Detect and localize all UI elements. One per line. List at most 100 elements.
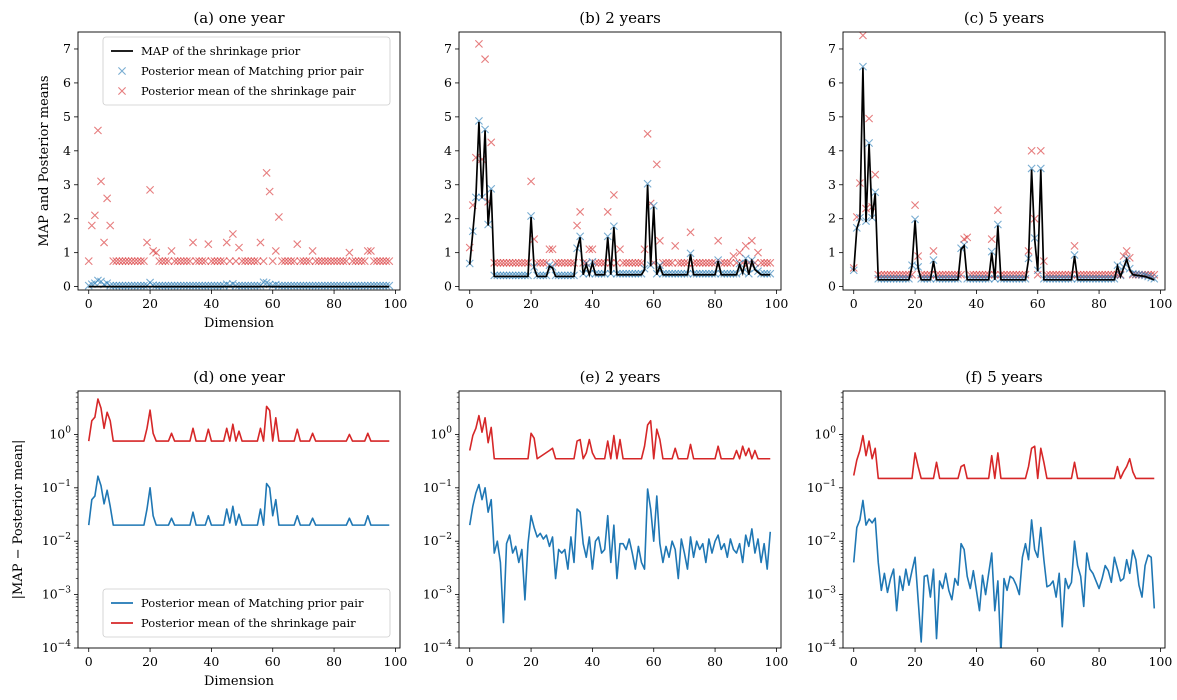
matching-prior-marker: [554, 271, 563, 280]
matching-prior-marker: [563, 271, 572, 280]
x-tick-label: 60: [1030, 654, 1046, 669]
y-tick-label: 10−1: [42, 479, 71, 495]
y-tick-base: 10: [49, 426, 65, 441]
plot-data: [84, 126, 394, 290]
shrinkage-pair-marker: [250, 257, 259, 266]
shrinkage-pair-marker: [311, 257, 320, 266]
shrinkage-pair-marker: [143, 238, 151, 247]
shrinkage-pair-marker: [342, 257, 351, 266]
shrinkage-pair-marker: [692, 258, 701, 267]
shrinkage-pair-marker: [247, 257, 256, 266]
x-tick-label: 20: [907, 654, 923, 669]
y-tick-label: 3: [63, 177, 71, 192]
x-tick-label: 40: [584, 654, 600, 669]
matching-prior-marker: [625, 269, 634, 278]
y-tick-label: 1: [444, 245, 452, 260]
shrinkage-pair-marker: [262, 168, 271, 177]
matching-prior-marker: [1150, 274, 1159, 283]
shrinkage-pair-marker: [763, 258, 772, 267]
matching-prior-marker: [1052, 274, 1061, 283]
y-tick-exponent: −4: [439, 639, 453, 649]
matching-prior-marker: [502, 271, 511, 280]
matching-prior-marker: [118, 281, 127, 290]
x-tick-label: 60: [646, 296, 662, 311]
shrinkage-pair-marker: [161, 257, 170, 266]
y-tick-base: 10: [42, 587, 58, 602]
matching-prior-marker: [944, 274, 953, 283]
matching-prior-marker: [883, 274, 892, 283]
matching-prior-marker: [763, 269, 772, 278]
matching-prior-marker: [892, 274, 901, 283]
x-tick-label: 40: [584, 296, 600, 311]
chart-3: (c) 5 years 0 20 40 60 80 100 0 1 2 3 4 5 6 7: [828, 9, 1172, 311]
x-axis-label: Dimension: [204, 674, 275, 689]
shrinkage-pair-marker: [554, 258, 563, 267]
shrinkage-pair-marker: [1027, 146, 1036, 155]
shrinkage-pair-marker: [563, 258, 572, 267]
y-tick-label: 3: [444, 177, 452, 192]
axes-frame: [77, 31, 401, 291]
matching-prior-marker: [348, 281, 357, 290]
matching-prior-marker: [296, 281, 305, 290]
matching-prior-marker: [1027, 164, 1036, 173]
matching-prior-marker: [686, 249, 695, 258]
matching-prior-marker: [496, 271, 505, 280]
shrinkage-pair-marker: [308, 246, 317, 255]
shrinkage-pair-marker: [505, 258, 514, 267]
matching-prior-marker: [895, 274, 904, 283]
y-tick-base: 10: [423, 533, 439, 548]
matching-prior-marker: [677, 269, 686, 278]
matching-prior-marker: [858, 62, 867, 71]
shrinkage-pair-marker: [305, 257, 314, 266]
axes-frame: [458, 31, 782, 291]
matching-prior-marker: [1012, 274, 1021, 283]
shrinkage-pair-marker: [520, 258, 529, 267]
matching-prior-marker: [155, 281, 164, 290]
y-tick-label: 5: [444, 109, 452, 124]
matching-prior-marker: [723, 269, 732, 278]
matching-prior-marker: [1070, 251, 1079, 260]
shrinkage-pair-marker: [517, 258, 526, 267]
x-tick-label: 100: [383, 654, 407, 669]
matching-prior-marker: [1095, 274, 1104, 283]
x-tick-label: 60: [646, 654, 662, 669]
matching-prior-marker: [1107, 274, 1116, 283]
matching-prior-line: [852, 499, 1156, 648]
shrinkage-pair-marker: [539, 258, 548, 267]
matching-prior-marker: [517, 271, 526, 280]
shrinkage-pair-marker: [987, 235, 996, 244]
matching-prior-marker: [539, 271, 548, 280]
matching-prior-marker: [969, 274, 978, 283]
x-tick-label: 20: [142, 296, 158, 311]
y-tick-exponent: −2: [823, 532, 836, 542]
matching-prior-marker: [701, 269, 710, 278]
shrinkage-pair-marker: [204, 240, 213, 249]
shrinkage-pair-marker: [704, 258, 713, 267]
matching-prior-marker: [336, 281, 345, 290]
shrinkage-pair-marker: [231, 257, 240, 266]
x-tick-label: 20: [907, 296, 923, 311]
legend-label: Posterior mean of the shrinkage pair: [141, 616, 356, 630]
matching-prior-marker: [238, 281, 247, 290]
matching-prior-marker: [920, 274, 929, 283]
matching-prior-marker: [354, 281, 363, 290]
y-tick-label: 10−3: [42, 586, 71, 602]
shrinkage-pair-marker: [1036, 146, 1045, 155]
matching-prior-marker: [207, 281, 216, 290]
x-tick-label: 40: [203, 654, 219, 669]
shrinkage-pair-marker: [551, 258, 560, 267]
chart-title: (a) one year: [193, 9, 285, 27]
matching-prior-marker: [201, 281, 210, 290]
y-tick-label: 10−3: [807, 586, 836, 602]
x-tick-label: 100: [1148, 296, 1172, 311]
x-tick-label: 60: [265, 654, 281, 669]
shrinkage-pair-marker: [130, 257, 139, 266]
shrinkage-pair-marker: [213, 257, 222, 266]
matching-prior-marker: [216, 281, 225, 290]
matching-prior-marker: [947, 274, 956, 283]
shrinkage-pair-marker: [179, 257, 188, 266]
matching-prior-marker: [911, 215, 920, 224]
shrinkage-pair-marker: [741, 241, 750, 250]
matching-prior-marker: [1009, 274, 1018, 283]
